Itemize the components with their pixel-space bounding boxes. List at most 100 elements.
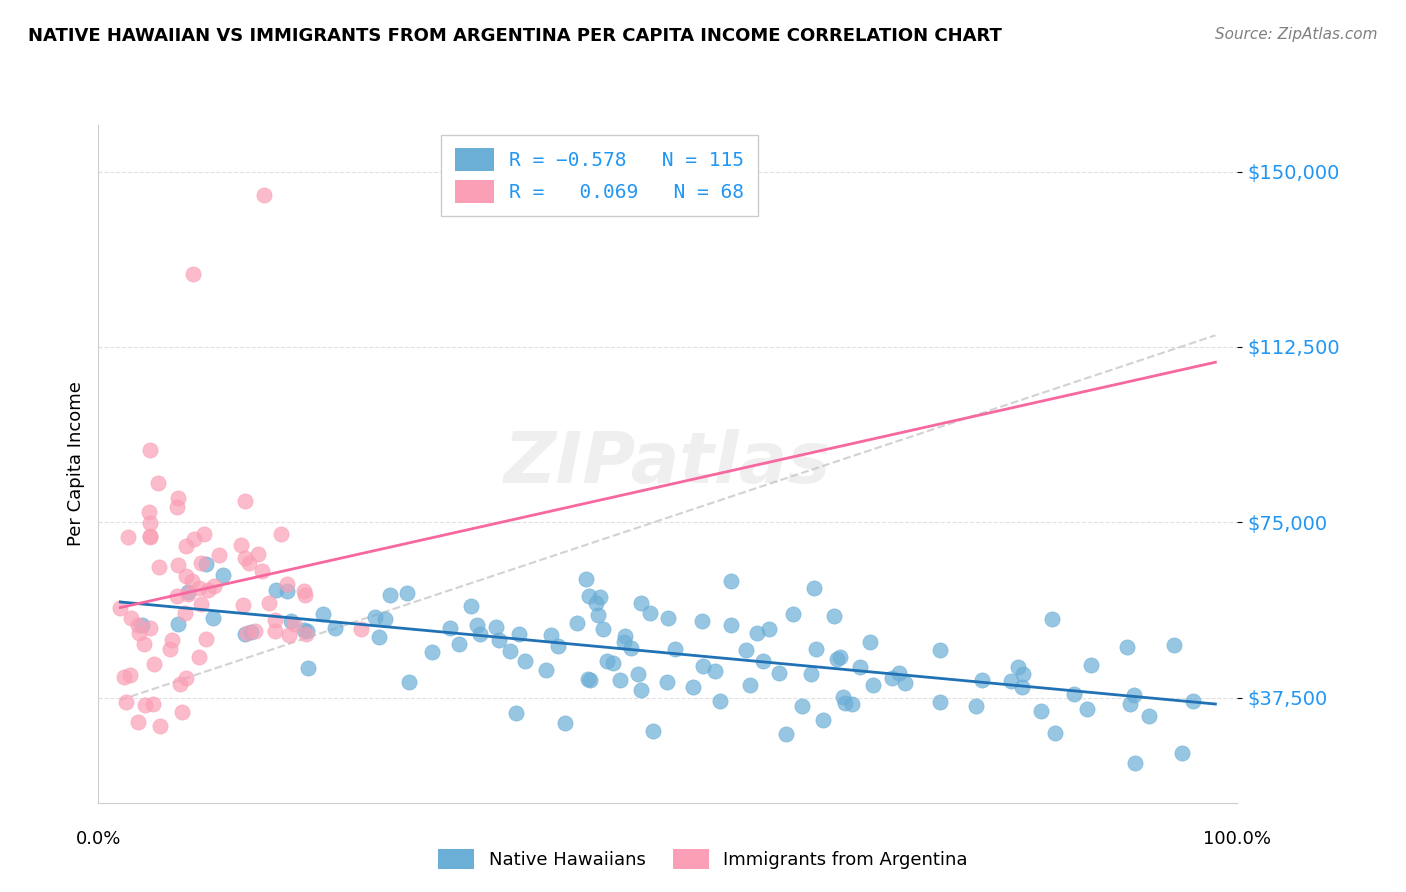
Y-axis label: Per Capita Income: Per Capita Income (66, 382, 84, 546)
Point (181, 574, 204, 588)
Point (641, 723, 664, 738)
Text: ZIPatlas: ZIPatlas (505, 429, 831, 499)
Point (485, 620, 508, 634)
Point (735, 642, 758, 657)
Point (132, 637, 155, 651)
Point (929, 695, 952, 709)
Point (190, 598, 212, 612)
Point (627, 666, 650, 681)
Point (292, 583, 315, 598)
Point (758, 623, 780, 637)
Point (146, 476, 169, 491)
Point (752, 654, 775, 668)
Point (468, 626, 491, 640)
Point (232, 598, 254, 612)
Point (1137, 708, 1160, 723)
Point (747, 625, 769, 640)
Point (292, 623, 315, 637)
Point (1163, 638, 1185, 652)
Point (236, 626, 259, 640)
Legend: R = −0.578   N = 115, R =   0.069   N = 68: R = −0.578 N = 115, R = 0.069 N = 68 (441, 135, 758, 217)
Point (782, 607, 804, 621)
Point (682, 680, 704, 694)
Point (1031, 704, 1053, 718)
Point (139, 443, 162, 458)
Point (540, 628, 562, 642)
Point (323, 621, 346, 635)
Point (508, 627, 530, 641)
Point (488, 633, 510, 648)
Point (806, 641, 828, 656)
Point (143, 657, 166, 672)
Point (547, 639, 569, 653)
Point (889, 665, 911, 680)
Point (270, 526, 292, 541)
Point (174, 539, 197, 553)
Point (197, 583, 219, 598)
Point (858, 635, 880, 649)
Point (790, 699, 813, 714)
Point (243, 624, 266, 639)
Point (166, 500, 188, 515)
Point (576, 672, 599, 686)
Point (1123, 756, 1146, 771)
Point (596, 654, 619, 668)
Point (505, 706, 527, 721)
Point (972, 673, 994, 687)
Point (965, 698, 987, 713)
Point (848, 660, 870, 674)
Legend: Native Hawaiians, Immigrants from Argentina: Native Hawaiians, Immigrants from Argent… (429, 839, 977, 879)
Point (929, 643, 952, 657)
Point (630, 596, 652, 610)
Text: 100.0%: 100.0% (1204, 830, 1271, 848)
Point (312, 607, 335, 622)
Point (170, 705, 193, 719)
Point (112, 670, 135, 684)
Point (862, 678, 884, 692)
Point (195, 632, 218, 647)
Point (263, 624, 285, 639)
Point (692, 658, 714, 673)
Point (167, 558, 190, 572)
Point (177, 587, 200, 601)
Point (614, 629, 637, 643)
Point (127, 714, 149, 729)
Point (283, 616, 305, 631)
Point (398, 674, 420, 689)
Point (709, 694, 731, 708)
Point (823, 609, 845, 624)
Point (811, 713, 834, 727)
Point (613, 635, 636, 649)
Point (1045, 725, 1067, 739)
Text: NATIVE HAWAIIAN VS IMMIGRANTS FROM ARGENTINA PER CAPITA INCOME CORRELATION CHART: NATIVE HAWAIIAN VS IMMIGRANTS FROM ARGEN… (28, 27, 1002, 45)
Point (703, 664, 725, 678)
Point (188, 650, 211, 665)
Point (396, 586, 419, 600)
Point (499, 644, 522, 658)
Point (1007, 660, 1029, 674)
Point (148, 560, 170, 574)
Point (295, 624, 318, 639)
Point (276, 583, 298, 598)
Point (893, 676, 915, 690)
Point (1011, 680, 1033, 694)
Point (240, 625, 263, 640)
Point (233, 551, 256, 566)
Point (374, 612, 396, 626)
Point (565, 616, 588, 631)
Point (183, 532, 205, 546)
Point (211, 567, 233, 582)
Point (588, 590, 610, 604)
Point (233, 627, 256, 641)
Point (880, 671, 903, 685)
Point (128, 626, 150, 640)
Point (602, 656, 624, 670)
Point (657, 674, 679, 689)
Point (233, 494, 256, 508)
Point (831, 690, 853, 704)
Point (465, 617, 488, 632)
Point (575, 572, 598, 586)
Point (638, 607, 661, 621)
Point (1116, 640, 1139, 654)
Point (1063, 687, 1085, 701)
